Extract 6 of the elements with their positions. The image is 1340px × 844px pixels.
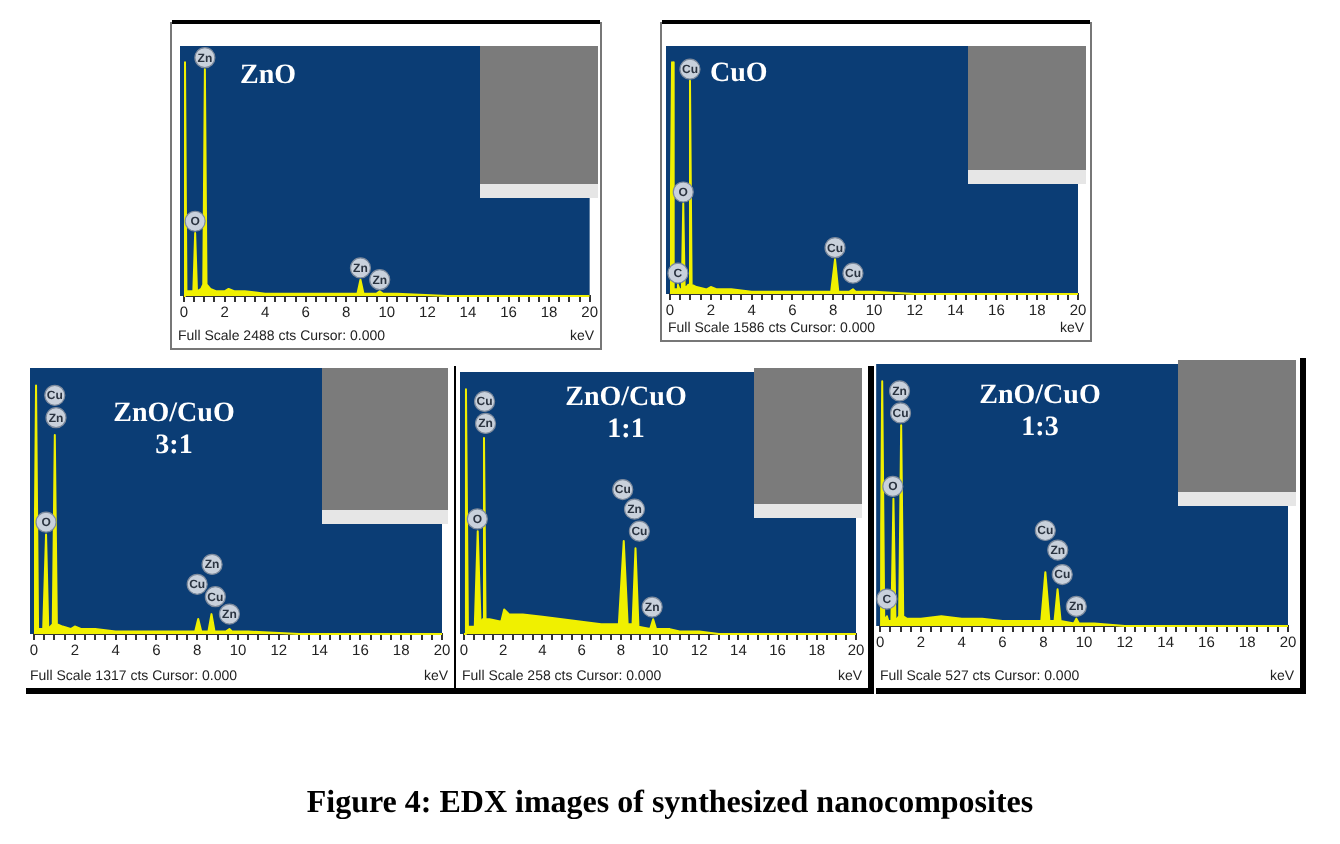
- chart-title: ZnO/CuO 1:1: [565, 383, 687, 446]
- chart-title: ZnO: [240, 61, 297, 92]
- caption: Figure 4: EDX images of synthesized nanocomposites: [304, 784, 1036, 824]
- text: ZnO/CuO 1:3: [979, 381, 1101, 444]
- chart-title: CuO: [710, 59, 768, 90]
- text: ZnO/CuO 3:1: [113, 399, 235, 462]
